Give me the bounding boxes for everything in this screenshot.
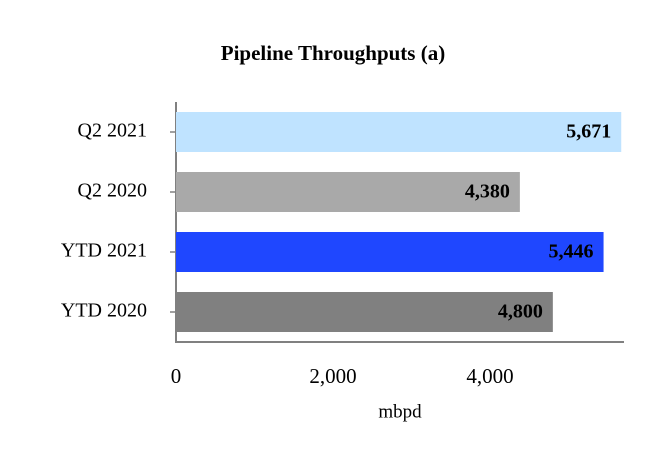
y-tick-label: YTD 2020 (61, 300, 147, 322)
y-tick-label: YTD 2021 (61, 240, 147, 262)
value-label: 5,671 (566, 121, 611, 143)
value-label: 5,446 (549, 241, 594, 263)
bar (176, 172, 520, 212)
bar (176, 232, 604, 272)
chart-title: Pipeline Throughputs (a) (221, 41, 445, 65)
value-label: 4,800 (498, 301, 543, 323)
x-tick-label: 0 (171, 364, 182, 388)
x-axis-label: mbpd (378, 401, 422, 422)
bar (176, 292, 553, 332)
y-tick-label: Q2 2021 (78, 120, 147, 142)
x-tick-label: 4,000 (466, 364, 513, 388)
x-tick-label: 2,000 (309, 364, 356, 388)
bar (176, 112, 622, 152)
y-tick-label: Q2 2020 (78, 180, 147, 202)
value-label: 4,380 (465, 181, 510, 203)
